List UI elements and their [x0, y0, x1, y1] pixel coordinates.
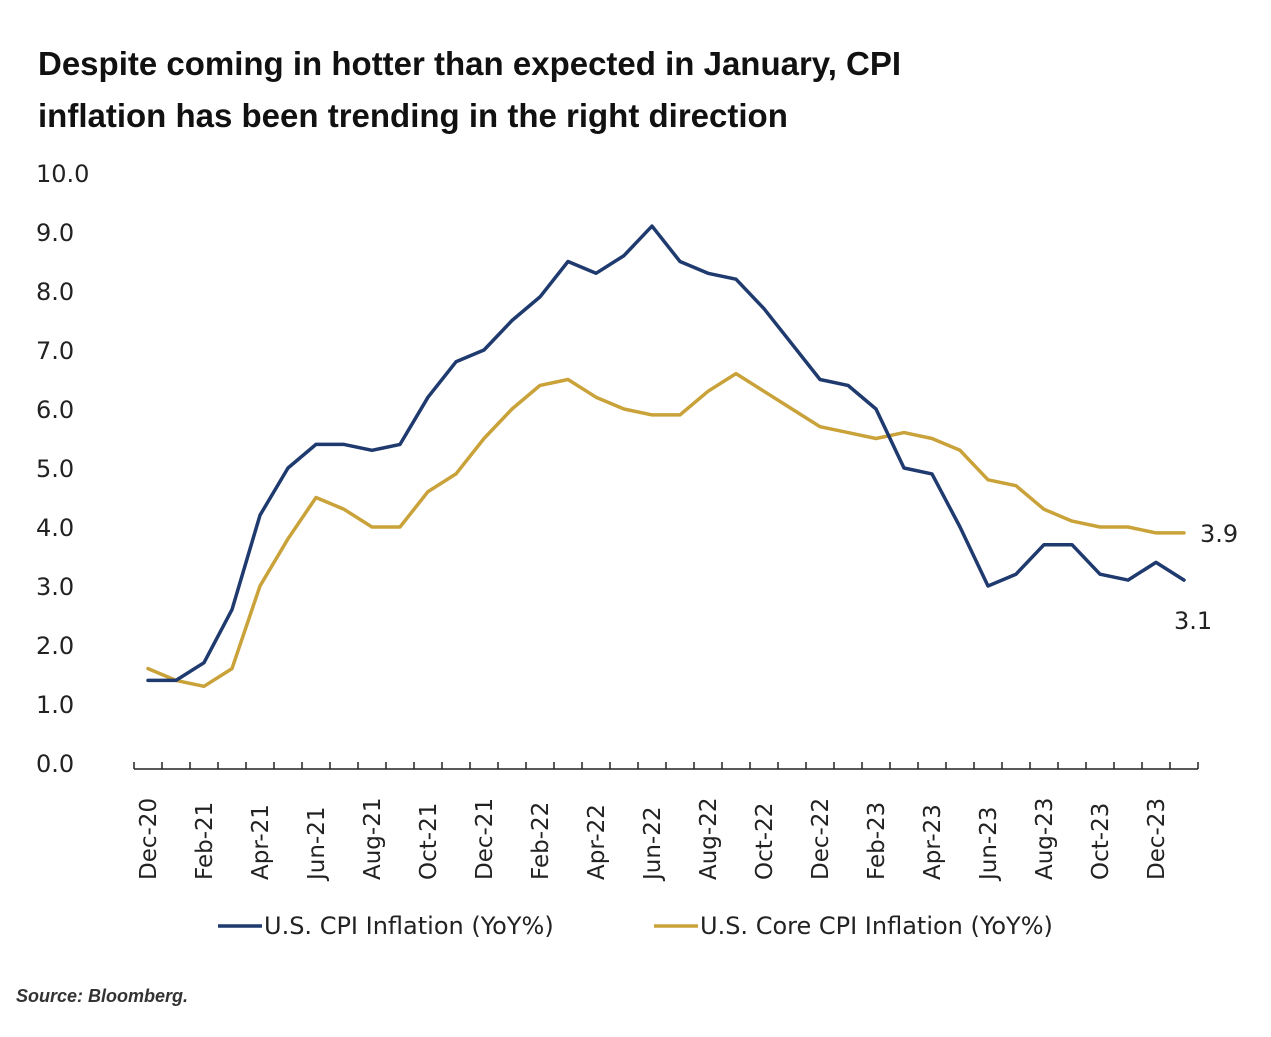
x-tick-label: Apr-23	[920, 804, 946, 880]
x-tick-label: Feb-23	[864, 802, 890, 880]
y-tick-label: 10.0	[36, 160, 89, 188]
x-tick-label: Feb-21	[192, 802, 218, 880]
core-cpi-end-label: 3.9	[1200, 520, 1238, 548]
y-tick-label: 9.0	[36, 219, 74, 247]
y-tick-label: 2.0	[36, 632, 74, 660]
x-tick-label: Aug-21	[360, 798, 386, 880]
chart-title-line-1: Despite coming in hotter than expected i…	[38, 45, 902, 82]
x-tick-label: Feb-22	[528, 802, 554, 880]
cpi-end-label: 3.1	[1174, 607, 1212, 635]
x-tick-label: Aug-22	[696, 798, 722, 880]
y-axis: 0.0 1.0 2.0 3.0 4.0 5.0 6.0 7.0 8.0 9.0 10.0	[36, 160, 89, 778]
y-tick-label: 3.0	[36, 573, 74, 601]
y-tick-label: 5.0	[36, 455, 74, 483]
x-tick-label: Oct-23	[1088, 803, 1114, 880]
x-tick-label: Oct-22	[752, 803, 778, 880]
cpi-series-line	[146, 224, 1186, 683]
x-tick-label: Apr-21	[248, 804, 274, 880]
chart-title: Despite coming in hotter than expected i…	[38, 38, 1038, 142]
y-tick-label: 8.0	[36, 278, 74, 306]
y-tick-label: 0.0	[36, 750, 74, 778]
x-tick-label: Aug-23	[1032, 798, 1058, 880]
x-tick-label: Dec-21	[472, 798, 498, 880]
y-tick-label: 4.0	[36, 514, 74, 542]
x-tick-label: Dec-23	[1144, 798, 1170, 880]
end-labels: 3.9 3.1	[1174, 520, 1238, 635]
source-note: Source: Bloomberg.	[16, 986, 189, 1006]
x-tick-label: Jun-21	[304, 806, 330, 882]
x-tick-label: Dec-20	[136, 798, 162, 880]
legend: U.S. CPI Inflation (YoY%) U.S. Core CPI I…	[218, 912, 1053, 940]
x-tick-label: Oct-21	[416, 803, 442, 880]
y-tick-label: 7.0	[36, 337, 74, 365]
x-tick-label: Jun-22	[640, 806, 666, 882]
legend-label: U.S. Core CPI Inflation (YoY%)	[700, 912, 1053, 940]
core-cpi-series-line	[146, 371, 1186, 689]
chart-title-line-2: inflation has been trending in the right…	[38, 97, 788, 134]
y-tick-label: 6.0	[36, 396, 74, 424]
legend-label: U.S. CPI Inflation (YoY%)	[264, 912, 554, 940]
y-tick-label: 1.0	[36, 691, 74, 719]
series-layer	[146, 224, 1186, 689]
x-tick-label: Dec-22	[808, 798, 834, 880]
x-tick-label: Jun-23	[976, 806, 1002, 882]
x-tick-label: Apr-22	[584, 804, 610, 880]
line-chart: 0.0 1.0 2.0 3.0 4.0 5.0 6.0 7.0 8.0 9.0 10.0 Dec-2…	[36, 160, 1238, 940]
x-axis: Dec-20 Feb-21 Apr-21 Jun-21 Aug-21 Oct-21 Dec-…	[133, 762, 1199, 882]
